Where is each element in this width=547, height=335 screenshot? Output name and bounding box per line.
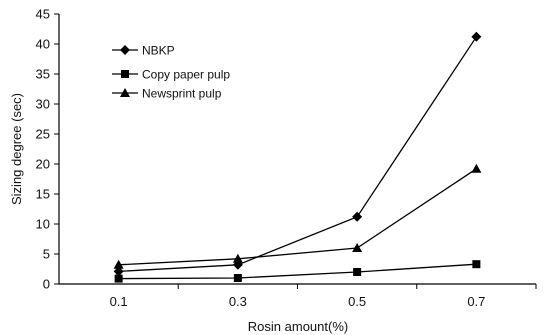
legend-item: Newsprint pulp [112, 87, 222, 101]
y-axis-label: Sizing degree (sec) [9, 93, 24, 205]
y-tick-label: 30 [36, 97, 50, 112]
data-point-triangle-marker [232, 253, 243, 263]
data-point-triangle-marker [471, 163, 482, 173]
legend-item: Copy paper pulp [112, 68, 230, 82]
series-line [118, 36, 477, 273]
x-tick-label: 0.7 [467, 294, 485, 309]
x-axis-ticks: 0.1 0.3 0.5 0.7 [110, 284, 537, 309]
y-tick-label: 10 [36, 217, 50, 232]
y-tick-label: 15 [36, 187, 50, 202]
y-tick-label: 0 [43, 277, 50, 292]
legend-label: Newsprint pulp [142, 87, 222, 101]
x-tick-label: 0.3 [229, 294, 247, 309]
y-tick-label: 40 [36, 37, 50, 52]
data-point-triangle-marker [352, 243, 363, 252]
data-point-diamond-marker [471, 31, 482, 42]
series-line [118, 263, 477, 280]
y-tick-label: 5 [43, 247, 50, 262]
series-newsprint-pulp [113, 163, 482, 269]
legend-diamond-marker [120, 45, 130, 55]
legend-label: NBKP [142, 44, 175, 58]
legend-triangle-marker [120, 88, 130, 97]
data-point-square-marker [114, 274, 123, 283]
y-tick-label: 20 [36, 157, 50, 172]
data-point-diamond-marker [352, 211, 363, 222]
y-tick-label: 35 [36, 67, 50, 82]
series-nbkp [113, 31, 482, 277]
data-point-triangle-marker [113, 259, 124, 269]
data-point-square-marker [472, 260, 481, 269]
legend-label: Copy paper pulp [142, 68, 230, 82]
y-axis-ticks: 0 5 10 15 20 25 30 35 40 45 [36, 7, 59, 292]
series-line [118, 168, 477, 266]
x-tick-label: 0.5 [348, 294, 366, 309]
series-lines [113, 31, 482, 283]
y-tick-label: 45 [36, 7, 50, 22]
x-tick-label: 0.1 [110, 294, 128, 309]
legend: NBKP Copy paper pulp Newsprint pulp [112, 44, 230, 101]
y-tick-label: 25 [36, 127, 50, 142]
data-point-diamond-marker [113, 266, 124, 277]
data-point-square-marker [233, 274, 242, 282]
legend-square-marker [121, 70, 129, 78]
legend-item: NBKP [112, 44, 175, 58]
x-axis-label: Rosin amount(%) [248, 319, 348, 334]
data-point-square-marker [353, 268, 362, 276]
series-copy-paper-pulp [114, 260, 481, 283]
